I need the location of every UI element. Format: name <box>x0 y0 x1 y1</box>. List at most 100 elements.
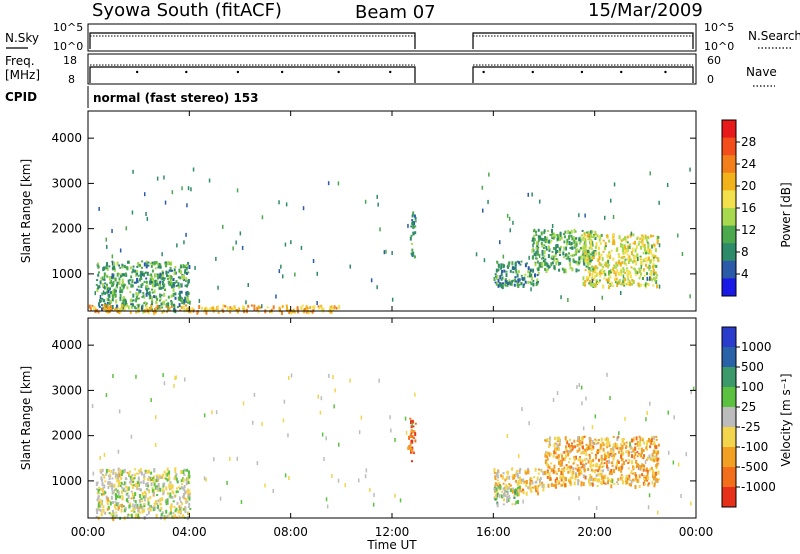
range-cell <box>186 468 189 472</box>
range-cell <box>184 506 187 510</box>
colorbar-swatch <box>722 155 736 174</box>
range-cell <box>598 478 601 483</box>
range-cell <box>500 278 503 281</box>
range-cell <box>681 252 684 256</box>
range-cell <box>626 267 628 270</box>
range-cell <box>614 272 617 277</box>
range-cell <box>527 470 530 473</box>
range-cell <box>177 282 180 287</box>
range-cell <box>655 455 658 459</box>
colorbar-swatch <box>722 225 736 244</box>
range-cell <box>556 235 559 238</box>
range-cell <box>266 306 269 309</box>
range-cell <box>513 474 516 477</box>
range-cell <box>179 487 182 490</box>
range-cell <box>130 490 133 493</box>
colorbar-swatch <box>722 208 736 227</box>
range-cell <box>558 443 561 446</box>
range-cell <box>616 481 618 484</box>
range-cell <box>648 268 651 271</box>
range-cell <box>641 239 644 242</box>
range-cell <box>549 436 552 440</box>
range-cell <box>497 278 500 283</box>
range-cell <box>180 306 183 309</box>
range-cell <box>133 504 136 509</box>
range-cell <box>653 271 656 276</box>
range-cell <box>620 283 623 286</box>
range-cell <box>642 468 645 472</box>
range-cell <box>215 256 217 261</box>
range-cell <box>493 471 496 474</box>
range-cell <box>636 451 639 453</box>
range-cell <box>595 241 598 246</box>
range-cell <box>580 459 583 462</box>
range-cell <box>88 304 91 309</box>
range-cell <box>105 495 108 500</box>
range-cell <box>592 256 595 260</box>
range-cell <box>103 299 106 303</box>
range-cell <box>612 233 614 237</box>
range-cell <box>586 278 589 282</box>
range-cell <box>551 228 553 233</box>
range-cell <box>613 264 616 269</box>
range-cell <box>569 262 572 267</box>
range-cell <box>96 482 99 485</box>
range-cell <box>606 476 609 480</box>
range-cell <box>612 456 615 461</box>
range-cell <box>632 233 635 237</box>
range-cell <box>320 306 323 311</box>
range-cell <box>135 513 138 518</box>
range-cell <box>637 452 640 455</box>
range-cell <box>185 232 187 237</box>
range-cell <box>653 435 656 440</box>
range-cell <box>407 446 410 450</box>
range-cell <box>134 468 137 471</box>
range-cell <box>607 467 610 471</box>
range-cell <box>334 388 336 393</box>
range-cell <box>592 266 595 270</box>
range-cell <box>599 472 602 477</box>
range-cell <box>105 237 107 242</box>
range-cell <box>117 506 120 511</box>
range-cell <box>515 269 517 272</box>
range-cell <box>588 437 591 440</box>
range-cell <box>535 234 538 236</box>
freq-label-2: [MHz] <box>5 68 40 82</box>
range-cell <box>413 430 416 434</box>
range-cell <box>205 306 208 311</box>
range-cell <box>543 244 546 247</box>
range-cell <box>121 263 124 268</box>
range-cell <box>98 486 101 491</box>
range-cell <box>495 497 498 500</box>
range-cell <box>115 284 118 289</box>
range-cell <box>410 225 413 228</box>
range-cell <box>551 233 554 238</box>
range-cell <box>147 510 150 515</box>
range-cell <box>414 216 417 220</box>
range-cell <box>177 509 180 514</box>
range-cell <box>620 465 623 470</box>
range-cell <box>164 261 167 264</box>
range-cell <box>104 282 107 285</box>
range-cell <box>561 454 564 459</box>
range-cell <box>174 471 177 474</box>
range-cell <box>544 240 547 244</box>
colorbar-tick-label: 500 <box>741 360 764 374</box>
range-cell <box>175 473 178 477</box>
range-cell <box>582 256 585 258</box>
range-cell <box>145 266 148 269</box>
range-cell <box>117 485 120 488</box>
range-cell <box>546 457 549 461</box>
range-cell <box>496 474 499 479</box>
range-cell <box>170 510 172 515</box>
range-cell <box>552 469 555 474</box>
range-cell <box>577 479 579 481</box>
range-cell <box>150 482 153 487</box>
range-cell <box>409 445 412 450</box>
range-cell <box>118 310 121 315</box>
range-cell <box>167 306 170 311</box>
range-cell <box>412 430 415 434</box>
range-cell <box>634 248 637 253</box>
range-cell <box>161 511 164 515</box>
